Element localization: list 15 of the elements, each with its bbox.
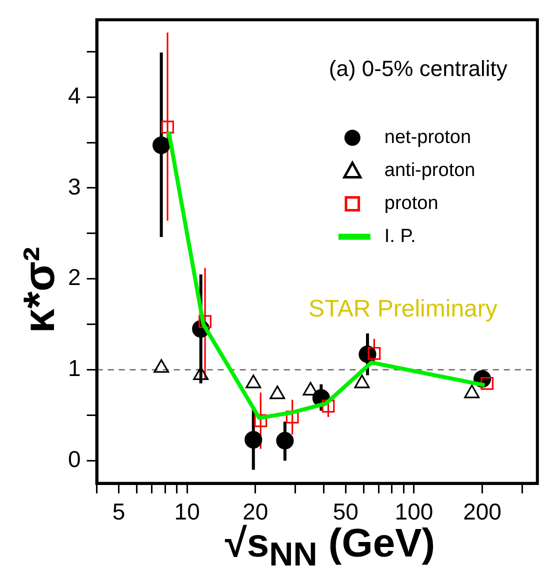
legend-label: proton — [384, 193, 438, 214]
legend-label: net-proton — [384, 127, 472, 148]
x-tick-label: 200 — [463, 498, 502, 525]
y-tick-label: 3 — [68, 173, 81, 200]
x-tick-label: 10 — [174, 498, 200, 525]
y-tick-label: 1 — [68, 355, 81, 382]
y-tick-label: 4 — [68, 82, 81, 108]
legend-label: I. P. — [384, 226, 416, 248]
y-tick-label: 2 — [68, 264, 81, 290]
x-tick-label: 5 — [112, 498, 126, 525]
annotation: (a) 0-5% centrality — [328, 56, 508, 81]
y-axis-title: κ*σ² — [15, 246, 65, 334]
annotation: STAR Preliminary — [308, 295, 498, 322]
y-tick-label: 0 — [68, 446, 81, 472]
legend-label: anti-proton — [384, 160, 476, 182]
